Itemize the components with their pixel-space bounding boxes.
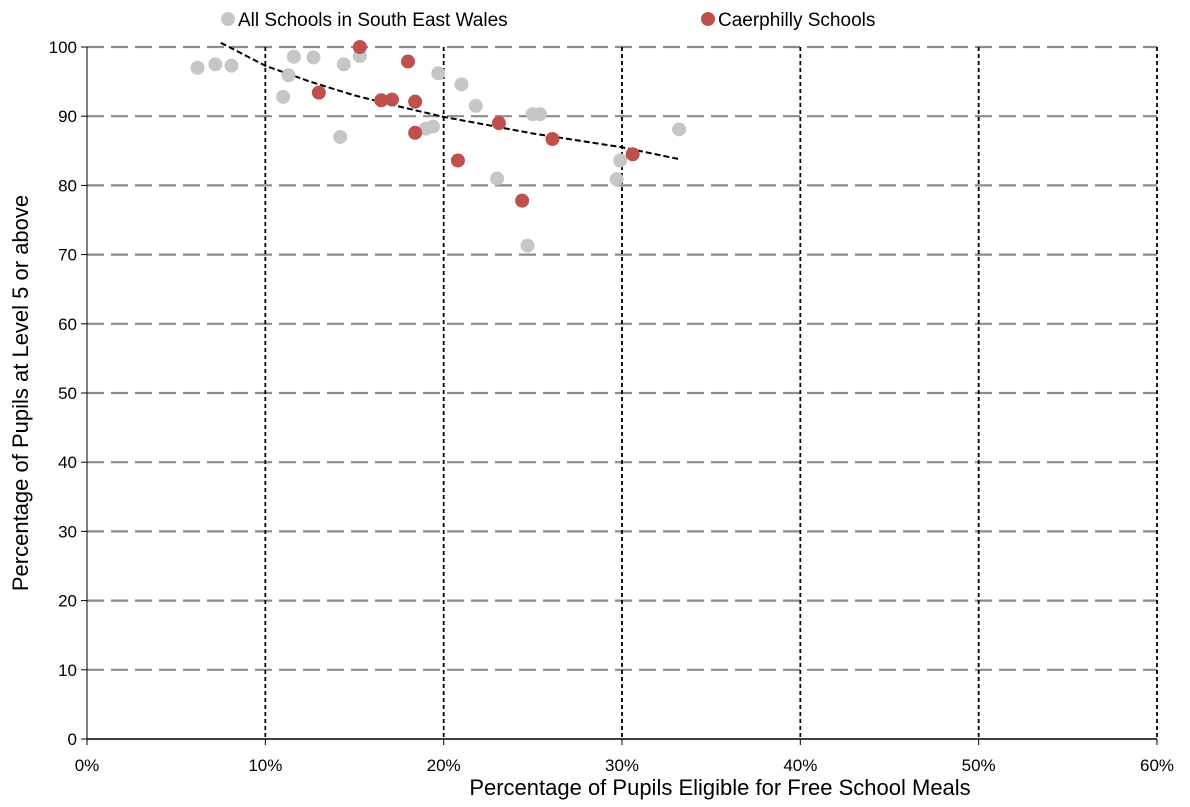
caerphilly-point <box>401 54 415 69</box>
all-schools-point <box>336 57 351 72</box>
caerphilly-point <box>352 40 367 54</box>
legend-marker-caerphilly <box>701 12 715 26</box>
y-tick-label: 40 <box>58 453 77 472</box>
y-axis-title: Percentage of Pupils at Level 5 or above <box>8 195 33 591</box>
x-tick-label: 0% <box>75 756 100 775</box>
caerphilly-point <box>491 116 506 131</box>
caerphilly-point <box>545 132 560 147</box>
vertical-gridlines <box>264 47 1158 739</box>
caerphilly-point <box>408 94 423 109</box>
all-schools-point <box>613 153 628 168</box>
legend: All Schools in South East Wales Caerphil… <box>221 10 875 31</box>
y-tick-label: 0 <box>68 730 77 749</box>
y-tick-label: 30 <box>58 522 77 541</box>
all-schools-point <box>208 57 223 72</box>
caerphilly-point <box>450 153 465 168</box>
all-schools-point <box>672 122 687 137</box>
all-schools-point <box>306 50 321 65</box>
legend-marker-all-schools <box>221 12 235 26</box>
y-tick-label: 50 <box>58 384 77 403</box>
x-tick-label: 50% <box>962 756 996 775</box>
y-tick-label: 80 <box>58 176 77 195</box>
x-tick-label: 20% <box>427 756 461 775</box>
all-schools-point <box>286 49 301 64</box>
caerphilly-point <box>311 85 326 100</box>
all-schools-point <box>276 89 291 104</box>
x-tick-label: 30% <box>605 756 639 775</box>
caerphilly-point <box>408 125 423 140</box>
all-schools-point <box>520 238 535 253</box>
caerphilly-point <box>384 92 399 107</box>
x-tick-label: 40% <box>783 756 817 775</box>
all-schools-point <box>224 58 239 73</box>
all-schools-point <box>468 98 483 113</box>
x-axis-title: Percentage of Pupils Eligible for Free S… <box>469 775 970 800</box>
all-schools-point <box>281 68 296 83</box>
legend-label-caerphilly: Caerphilly Schools <box>718 10 875 31</box>
y-tick-label: 10 <box>58 661 77 680</box>
all-schools-point <box>431 66 446 81</box>
all-schools-point <box>190 60 205 75</box>
x-tick-labels: 0% 10% 20% 30% 40% 50% 60% <box>75 756 1174 775</box>
y-tick-label: 20 <box>58 592 77 611</box>
data-points <box>190 40 687 253</box>
all-schools-point <box>425 119 440 134</box>
y-tick-labels: 0 10 20 30 40 50 60 70 80 90 100 <box>49 38 77 749</box>
y-tick-label: 100 <box>49 38 77 57</box>
caerphilly-point <box>515 193 530 208</box>
x-tick-label: 60% <box>1140 756 1174 775</box>
all-schools-point <box>454 77 469 92</box>
y-tick-label: 60 <box>58 315 77 334</box>
x-tick-label: 10% <box>248 756 282 775</box>
all-schools-point <box>609 172 624 187</box>
all-schools-point <box>333 129 348 144</box>
all-schools-point <box>490 171 505 186</box>
legend-label-all-schools: All Schools in South East Wales <box>238 10 508 31</box>
y-tick-label: 90 <box>58 107 77 126</box>
caerphilly-point <box>374 93 389 108</box>
axes <box>81 46 1158 745</box>
y-tick-label: 70 <box>58 246 77 265</box>
caerphilly-point <box>625 147 640 162</box>
all-schools-point <box>532 107 547 122</box>
